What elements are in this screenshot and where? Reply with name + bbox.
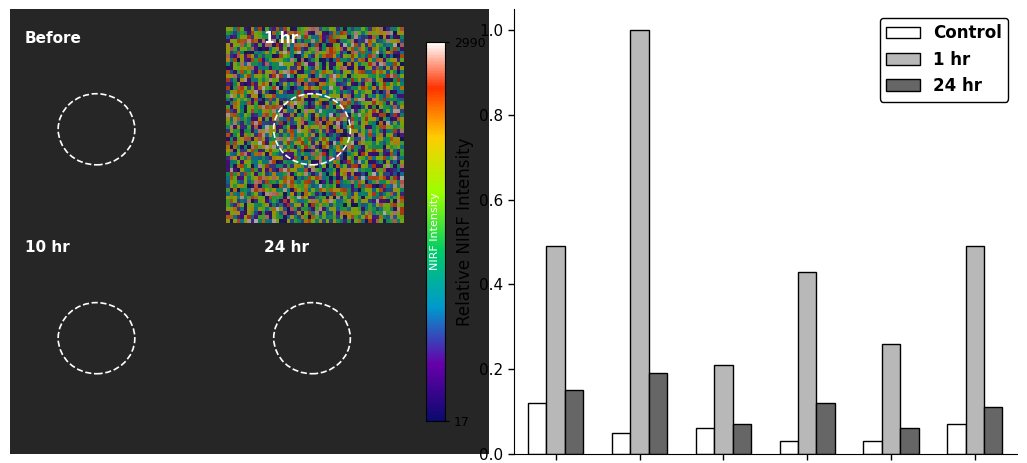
Bar [612,432,631,454]
Bar [565,390,583,454]
Bar [528,403,546,454]
Text: NIRF Intensity: NIRF Intensity [430,193,441,270]
Legend: Control, 1 hr, 24 hr: Control, 1 hr, 24 hr [879,18,1009,101]
Bar [631,31,649,454]
Bar [546,246,565,454]
Bar [816,403,835,454]
Bar [714,365,732,454]
Text: 10 hr: 10 hr [25,240,70,256]
Bar [984,407,1002,454]
Text: 1 hr: 1 hr [264,31,298,46]
Bar [695,428,714,454]
Bar [965,246,984,454]
Y-axis label: Relative NIRF Intensity: Relative NIRF Intensity [456,137,473,326]
Bar [864,441,882,454]
Bar [732,424,751,454]
Bar [947,424,965,454]
Bar [882,344,901,454]
Bar [798,272,816,454]
Bar [779,441,798,454]
Bar [901,428,919,454]
Text: 24 hr: 24 hr [264,240,309,256]
Bar [649,373,668,454]
Text: Before: Before [25,31,81,46]
